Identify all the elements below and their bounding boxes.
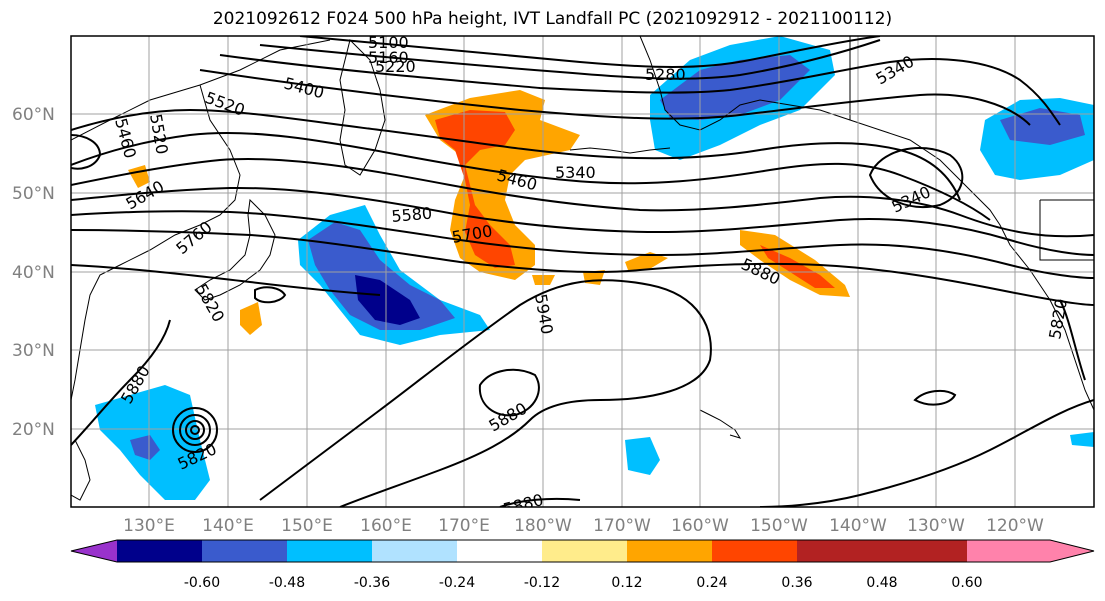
colorbar-tick-label: 0.36: [781, 575, 812, 591]
longitude-label: 130°W: [907, 516, 965, 536]
colorbar-tick-label: 0.48: [866, 575, 897, 591]
longitude-label: 170°E: [438, 516, 490, 536]
latitude-label: 50°N: [12, 184, 55, 204]
colorbar-tick-label: -0.12: [524, 575, 560, 591]
colorbar-segment: [372, 540, 457, 562]
ivt-negative-region: [130, 435, 160, 460]
ivt-positive-region: [435, 110, 515, 268]
longitude-label: 170°W: [593, 516, 651, 536]
colorbar-segment: [117, 540, 202, 562]
contour-label: 5100: [368, 33, 409, 52]
colorbar-tick-label: -0.36: [354, 575, 390, 591]
longitude-label: 120°W: [986, 516, 1044, 536]
colorbar-tick-label: 0.12: [611, 575, 642, 591]
coastlines: [71, 36, 1094, 501]
ivt-positive-region: [240, 302, 262, 335]
contour-label: 5340: [555, 163, 596, 182]
latitude-label: 40°N: [12, 263, 55, 283]
colorbar-segment: [712, 540, 797, 562]
latitude-labels: 60°N 50°N 40°N 30°N 20°N: [12, 105, 55, 440]
colorbar-extend-max: [967, 540, 1052, 562]
longitude-label: 140°W: [829, 516, 887, 536]
longitude-label: 150°W: [750, 516, 808, 536]
colorbar-extend-tip: [1050, 540, 1094, 562]
latitude-label: 30°N: [12, 341, 55, 361]
latitude-label: 20°N: [12, 420, 55, 440]
longitude-label: 150°E: [281, 516, 333, 536]
longitude-label: 140°E: [202, 516, 254, 536]
colorbar-segment: [882, 540, 967, 562]
contour-label: 5160: [368, 48, 409, 67]
map-title: 2021092612 F024 500 hPa height, IVT Land…: [212, 9, 893, 29]
colorbar-segment: [457, 540, 542, 562]
longitude-label: 160°E: [360, 516, 412, 536]
longitude-label: 160°W: [671, 516, 729, 536]
colorbar-extend-min: [71, 540, 117, 562]
contour-label: 5580: [391, 204, 433, 226]
colorbar-tick-label: -0.48: [269, 575, 305, 591]
colorbar-ticks: -0.60 -0.48 -0.36 -0.24 -0.12 0.12 0.24 …: [184, 575, 983, 591]
ivt-negative-region: [355, 275, 420, 325]
colorbar-tick-label: 0.60: [951, 575, 982, 591]
colorbar-outline: [70, 539, 1095, 563]
colorbar-tick-label: -0.24: [439, 575, 475, 591]
colorbar-segment: [797, 540, 882, 562]
colorbar: [70, 539, 1095, 563]
latitude-label: 60°N: [12, 105, 55, 125]
colorbar-tick-label: -0.60: [184, 575, 220, 591]
ivt-negative-region: [1070, 432, 1094, 447]
ivt-negative-region: [625, 437, 660, 475]
colorbar-segment: [627, 540, 712, 562]
longitude-label: 130°E: [123, 516, 175, 536]
ivt-negative-region: [308, 222, 455, 330]
colorbar-segment: [202, 540, 287, 562]
longitude-labels: 130°E 140°E 150°E 160°E 170°E 180°W 170°…: [123, 516, 1044, 536]
colorbar-segment: [287, 540, 372, 562]
ivt-positive-region: [625, 252, 668, 270]
longitude-label: 180°W: [514, 516, 572, 536]
map-border: [70, 35, 1095, 508]
colorbar-segment: [542, 540, 627, 562]
ivt-negative-region: [660, 55, 810, 120]
height-contours: [71, 36, 1094, 507]
colorbar-tick-label: 0.24: [696, 575, 727, 591]
contour-label: 5220: [375, 57, 416, 76]
contour-label: 5280: [645, 65, 686, 84]
